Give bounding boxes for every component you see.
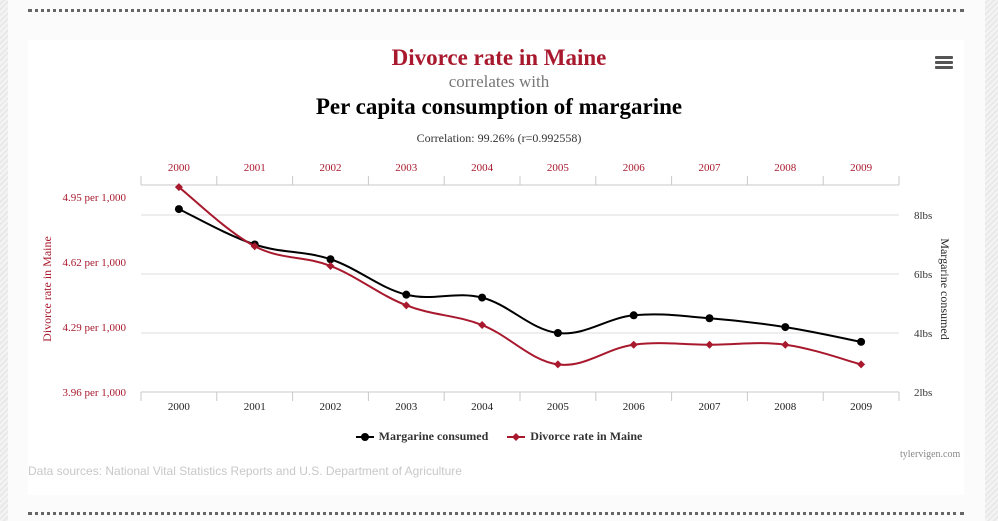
divorce-rate-point [402,301,411,310]
menu-bar [935,56,953,59]
bottom-x-tick-label: 2002 [320,401,342,413]
chart-legend: Margarine consumed Divorce rate in Maine [0,429,998,446]
top-x-tick-label: 2007 [699,162,722,174]
credit-link[interactable]: tylervigen.com [900,449,961,460]
right-axis-title: Margarine consumed [938,238,952,339]
divorce-rate-point [629,340,638,349]
chart-card [28,40,964,495]
margarine-point [326,255,335,264]
divorce-rate-point [326,261,335,270]
bottom-x-tick-label: 2001 [244,401,266,413]
top-x-tick-label: 2009 [850,162,873,174]
diamond-marker-icon [507,432,526,441]
divorce-rate-line [178,186,862,366]
top-x-tick-label: 2006 [623,162,646,174]
correlation-subtitle: Correlation: 99.26% (r=0.992558) [416,131,582,145]
divorce-rate-point [705,340,714,349]
left-axis-tick-label: 4.62 per 1,000 [62,257,126,269]
divorce-rate-point [553,360,562,369]
margarine-point [402,290,411,299]
left-axis-tick-label: 4.29 per 1,000 [62,322,126,334]
bottom-x-tick-label: 2004 [471,401,494,413]
margarine-point [553,329,562,337]
left-axis-tick-label: 4.95 per 1,000 [62,192,126,204]
left-axis-tick-label: 3.96 per 1,000 [62,387,126,399]
hamburger-menu-icon[interactable] [935,56,953,72]
top-x-tick-label: 2002 [320,162,342,174]
margarine-line [178,208,862,343]
legend-label: Divorce rate in Maine [530,429,643,443]
bottom-x-tick-label: 2005 [547,401,570,413]
margarine-point [629,311,638,320]
margarine-point [781,323,790,332]
bottom-x-tick-label: 2003 [395,401,418,413]
data-sources-note: Data sources: National Vital Statistics … [28,464,462,478]
right-axis-tick-label: 4lbs [914,328,932,340]
legend-item-divorce[interactable]: Divorce rate in Maine [507,429,642,444]
right-axis-tick-label: 2lbs [914,387,932,399]
top-x-tick-label: 2008 [774,162,797,174]
margarine-point [174,205,183,214]
legend-label: Margarine consumed [378,429,489,443]
top-dotted-divider [28,9,964,12]
menu-bar [935,66,953,69]
divorce-rate-point [857,360,866,369]
bottom-x-tick-label: 2009 [850,401,873,413]
top-x-tick-label: 2005 [547,162,570,174]
top-x-tick-label: 2004 [471,162,494,174]
right-axis-tick-label: 6lbs [914,269,932,281]
divorce-rate-point [478,321,487,330]
bottom-dotted-divider [28,512,964,515]
top-x-tick-label: 2000 [168,162,191,174]
chart-title-primary: Divorce rate in Maine [391,45,607,70]
margarine-point [857,337,866,346]
margarine-point [705,314,714,323]
divorce-rate-point [781,340,790,349]
bottom-x-tick-label: 2000 [168,401,191,413]
top-x-tick-label: 2001 [244,162,266,174]
circle-marker-icon [355,432,374,441]
bottom-x-tick-label: 2008 [774,401,797,413]
margarine-point [478,293,487,302]
left-axis-title: Divorce rate in Maine [40,236,54,342]
chart-title-secondary: Per capita consumption of margarine [315,94,683,119]
bottom-x-tick-label: 2006 [623,401,646,413]
legend-item-margarine[interactable]: Margarine consumed [355,429,489,444]
chart-title-connector: correlates with [448,72,550,91]
right-axis-tick-label: 8lbs [914,210,932,222]
bottom-x-tick-label: 2007 [699,401,722,413]
divorce-rate-point [250,242,259,251]
menu-bar [935,61,953,64]
top-x-tick-label: 2003 [395,162,418,174]
divorce-rate-point [174,183,183,192]
